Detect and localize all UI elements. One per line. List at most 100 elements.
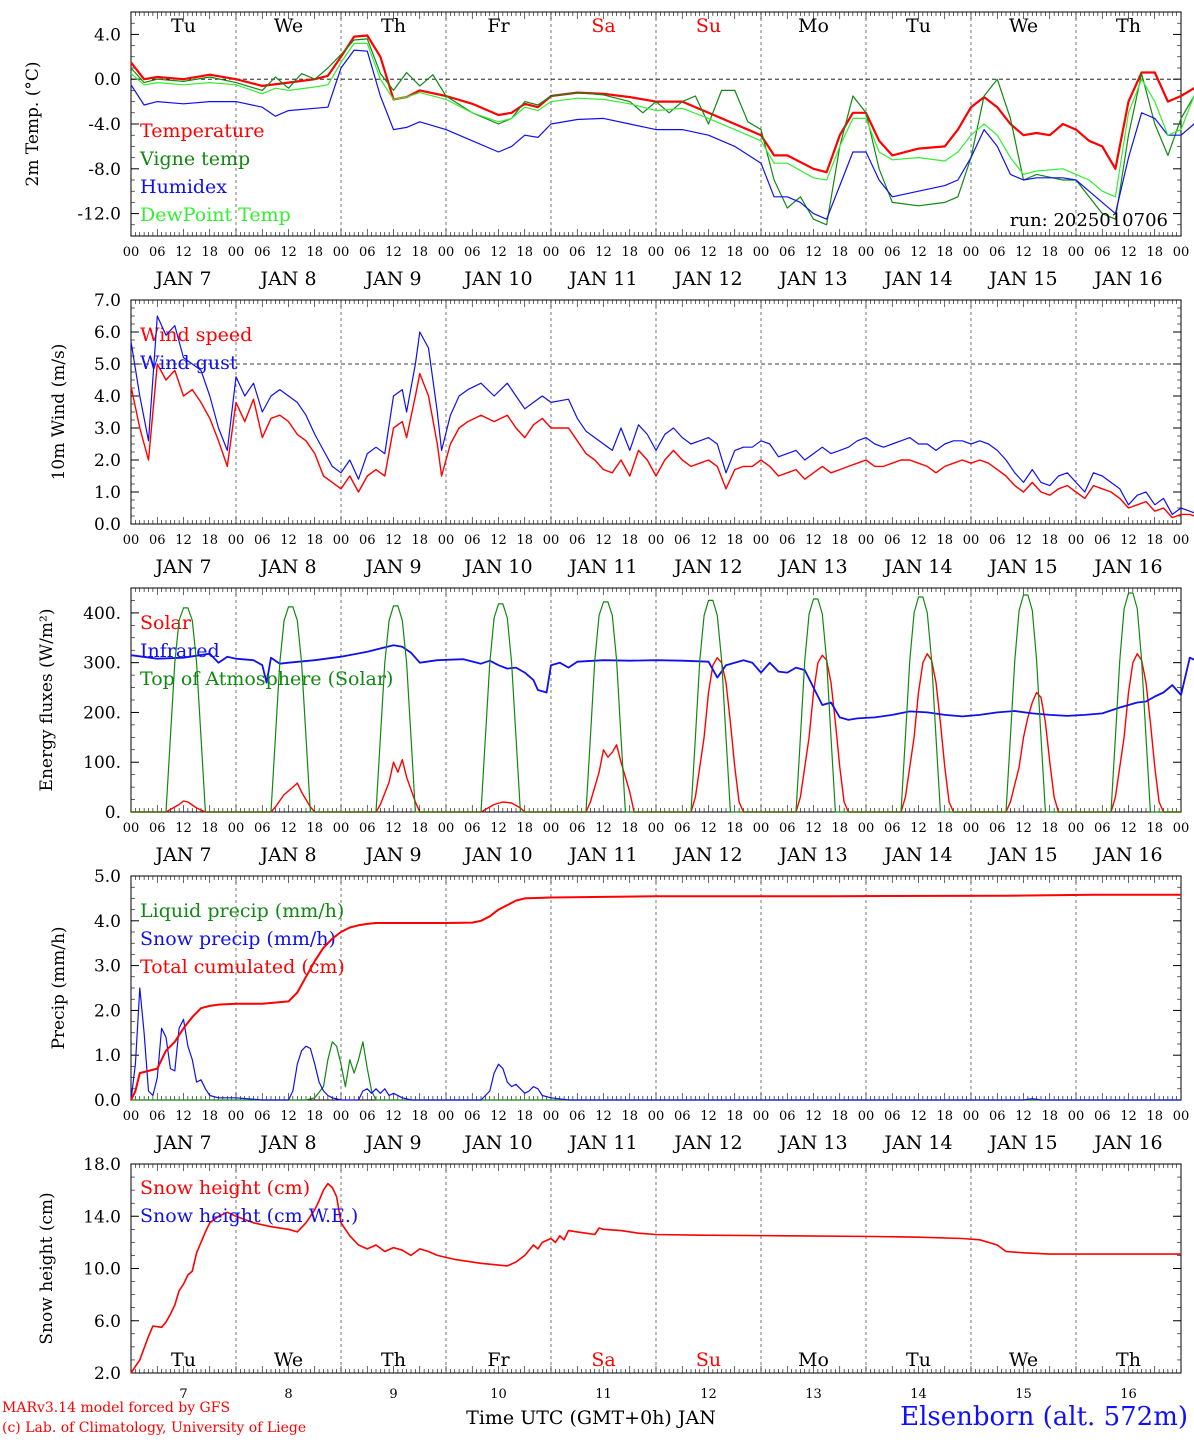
hour-tick-label: 12 [595,533,612,548]
day-name: Sa [591,15,615,37]
hour-tick-label: 06 [989,1109,1006,1124]
hour-tick-label: 12 [805,1109,822,1124]
hour-tick-label: 06 [674,245,691,260]
hour-tick-label: 18 [936,533,953,548]
lab-credit: (c) Lab. of Climatology, University of L… [2,1420,307,1436]
hour-tick-label: 00 [438,1109,455,1124]
hour-tick-label: 12 [1015,533,1032,548]
y-tick-label: 100. [83,753,121,773]
hour-tick-label: 00 [333,245,350,260]
hour-tick-label: 12 [175,1109,192,1124]
hour-tick-label: 00 [333,821,350,836]
date-label: JAN 7 [153,268,211,290]
date-label: JAN 9 [363,844,421,866]
date-label: JAN 8 [258,844,316,866]
day-name: We [1009,1349,1038,1371]
hour-tick-label: 06 [254,821,271,836]
legend-entry: Temperature [140,120,264,142]
date-label: JAN 15 [987,844,1057,866]
hour-tick-label: 12 [385,1109,402,1124]
hour-tick-label: 18 [201,1109,218,1124]
legend-entry: Snow height (cm W.E.) [140,1205,358,1227]
y-tick-label: 4.0 [94,912,121,932]
hour-tick-label: 12 [280,1109,297,1124]
hour-tick-label: 00 [228,533,245,548]
hour-tick-label: 18 [306,533,323,548]
hour-tick-label: 06 [1094,821,1111,836]
hour-tick-label: 12 [175,533,192,548]
series-line-temperature [130,34,1194,174]
date-label: JAN 11 [567,844,637,866]
hour-tick-label: 06 [884,245,901,260]
date-label: JAN 7 [153,556,211,578]
hour-tick-label: 18 [516,1109,533,1124]
hour-tick-label: 00 [1173,1109,1190,1124]
hour-tick-label: 00 [858,245,875,260]
series-line-liquid-precip-mm-h- [131,1041,1181,1101]
hour-tick-label: 00 [648,245,665,260]
day-name: Th [1116,1349,1141,1371]
y-tick-label: 0. [105,803,121,823]
legend-entry: Total cumulated (cm) [140,956,345,978]
hour-tick-label: 06 [254,245,271,260]
date-label: JAN 15 [987,556,1057,578]
hour-tick-label: 06 [359,533,376,548]
hour-tick-label: 12 [910,1109,927,1124]
hour-tick-label: 06 [1094,533,1111,548]
hour-tick-label: 12 [910,245,927,260]
day-number: 13 [805,1387,822,1402]
hour-tick-label: 00 [123,1109,140,1124]
hour-tick-label: 06 [674,821,691,836]
day-number: 14 [910,1387,927,1402]
hour-tick-label: 06 [254,1109,271,1124]
hour-tick-label: 12 [805,821,822,836]
hour-tick-label: 12 [490,245,507,260]
y-tick-label: 5.0 [94,867,121,887]
day-name: We [274,1349,303,1371]
hour-tick-label: 12 [700,533,717,548]
hour-tick-label: 18 [726,821,743,836]
date-label: JAN 16 [1092,556,1162,578]
hour-tick-label: 12 [280,533,297,548]
hour-tick-label: 18 [201,821,218,836]
legend-entry: Wind speed [140,324,252,346]
plot-frame [130,587,1182,813]
y-tick-label: 3.0 [94,419,121,439]
hour-tick-label: 12 [910,533,927,548]
hour-tick-label: 00 [333,1109,350,1124]
hour-tick-label: 12 [805,533,822,548]
hour-tick-label: 12 [910,821,927,836]
hour-tick-label: 00 [228,821,245,836]
panel-5: 18.0 14.0 10.0 6.0 2.0 Snow height (cm) Snow h… [37,1155,1182,1402]
day-name: Tu [171,15,196,37]
y-tick-label: 2.0 [94,1001,121,1021]
hour-tick-label: 00 [1068,533,1085,548]
hour-tick-label: 12 [280,245,297,260]
hour-tick-label: 12 [595,1109,612,1124]
date-label: JAN 12 [672,1132,742,1154]
y-tick-label: 18.0 [83,1155,121,1175]
date-label: JAN 8 [258,1132,316,1154]
hour-tick-label: 00 [1068,245,1085,260]
day-number: 8 [284,1387,292,1402]
day-name: Mo [798,15,829,37]
hour-tick-label: 00 [963,245,980,260]
y-tick-label: 400. [83,604,121,624]
y-tick-label: 4.0 [94,25,121,45]
date-label: JAN 13 [777,844,847,866]
hour-tick-label: 18 [621,821,638,836]
y-tick-label: 6.0 [94,1312,121,1332]
legend-entry: Vigne temp [139,148,250,170]
hour-tick-label: 06 [464,1109,481,1124]
hour-tick-label: 00 [963,533,980,548]
hour-tick-label: 12 [700,821,717,836]
hour-tick-label: 18 [306,1109,323,1124]
hour-tick-label: 18 [411,245,428,260]
day-number: 16 [1120,1387,1137,1402]
hour-tick-label: 12 [490,533,507,548]
hour-tick-label: 12 [385,245,402,260]
y-axis-title: Snow height (cm) [37,1192,57,1344]
legend-entry: Liquid precip (mm/h) [140,900,344,922]
hour-tick-label: 00 [1173,821,1190,836]
